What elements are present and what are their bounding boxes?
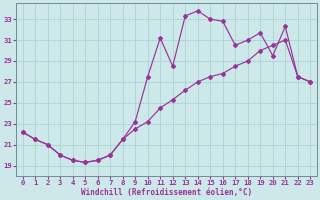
X-axis label: Windchill (Refroidissement éolien,°C): Windchill (Refroidissement éolien,°C) xyxy=(81,188,252,197)
